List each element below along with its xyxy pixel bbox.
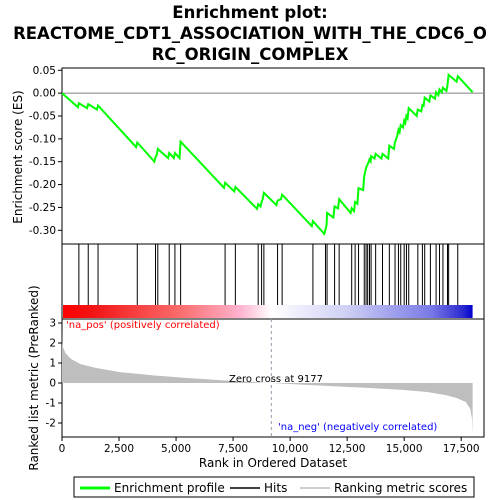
es-y-tick-label: -0.25 xyxy=(29,202,56,214)
enrichment-profile-layer xyxy=(61,72,474,236)
pos-correlated-label: 'na_pos' (positively correlated) xyxy=(66,320,220,331)
legend-label-enrichment-profile: Enrichment profile xyxy=(114,481,225,495)
metric-y-tick-label: 1 xyxy=(49,358,56,370)
es-y-tick-label: -0.10 xyxy=(29,133,56,145)
x-tick-label: 7,500 xyxy=(218,443,248,455)
legend-label-hits: Hits xyxy=(264,481,287,495)
title-line-3: RC_ORIGIN_COMPLEX xyxy=(152,45,349,64)
es-panel xyxy=(61,67,485,245)
metric-y-tick-label: -2 xyxy=(46,418,56,430)
es-y-tick-label: -0.15 xyxy=(29,156,56,168)
correlation-band xyxy=(63,305,473,318)
neg-correlated-label: 'na_neg' (negatively correlated) xyxy=(278,422,437,433)
x-tick-label: 0 xyxy=(59,443,66,455)
x-axis-label: Rank in Ordered Dataset xyxy=(199,456,347,470)
es-y-tick-label: -0.05 xyxy=(29,111,56,123)
hit-marks xyxy=(78,244,459,305)
x-tick-label: 2,500 xyxy=(104,443,134,455)
legend-label-ranking-metric: Ranking metric scores xyxy=(334,481,467,495)
x-axis-ticks: 0 2,500 5,000 7,500 10,000 12,500 15,000 17,500 xyxy=(59,437,480,455)
metric-y-ticks: 3 2 1 0 -1 -2 xyxy=(46,318,62,430)
title-line-1: Enrichment plot: xyxy=(172,3,327,22)
correlation-color-band xyxy=(63,305,473,318)
legend-box xyxy=(73,476,475,498)
x-tick-label: 5,000 xyxy=(161,443,191,455)
es-y-tick-label: 0.00 xyxy=(33,88,56,100)
x-tick-label: 15,000 xyxy=(386,443,423,455)
es-y-axis-label: Enrichment score (ES) xyxy=(11,90,25,223)
metric-y-tick-label: 2 xyxy=(49,338,56,350)
ranking-metric-area xyxy=(62,331,473,435)
metric-y-tick-label: -1 xyxy=(46,398,56,410)
x-tick-label: 10,000 xyxy=(272,443,309,455)
zero-cross-label: Zero cross at 9177 xyxy=(229,374,323,385)
metric-y-tick-label: 3 xyxy=(49,318,56,330)
metric-y-tick-label: 0 xyxy=(49,378,56,390)
ranking-metric-layer xyxy=(62,319,473,437)
title-line-2: REACTOME_CDT1_ASSOCIATION_WITH_THE_CDC6_… xyxy=(13,24,487,43)
es-y-ticks: 0.05 0.00 -0.05 -0.10 -0.15 -0.20 -0.25 -0.30 xyxy=(29,65,62,237)
enrichment-profile-line xyxy=(61,72,474,236)
x-tick-label: 17,500 xyxy=(443,443,480,455)
x-tick-label: 12,500 xyxy=(329,443,366,455)
es-y-tick-label: -0.20 xyxy=(29,179,56,191)
metric-y-axis-label: Ranked list metric (PreRanked) xyxy=(27,285,41,470)
legend: Enrichment profile Hits Ranking metric s… xyxy=(73,476,475,498)
es-y-tick-label: 0.05 xyxy=(33,65,56,77)
es-y-tick-label: -0.30 xyxy=(29,225,56,237)
